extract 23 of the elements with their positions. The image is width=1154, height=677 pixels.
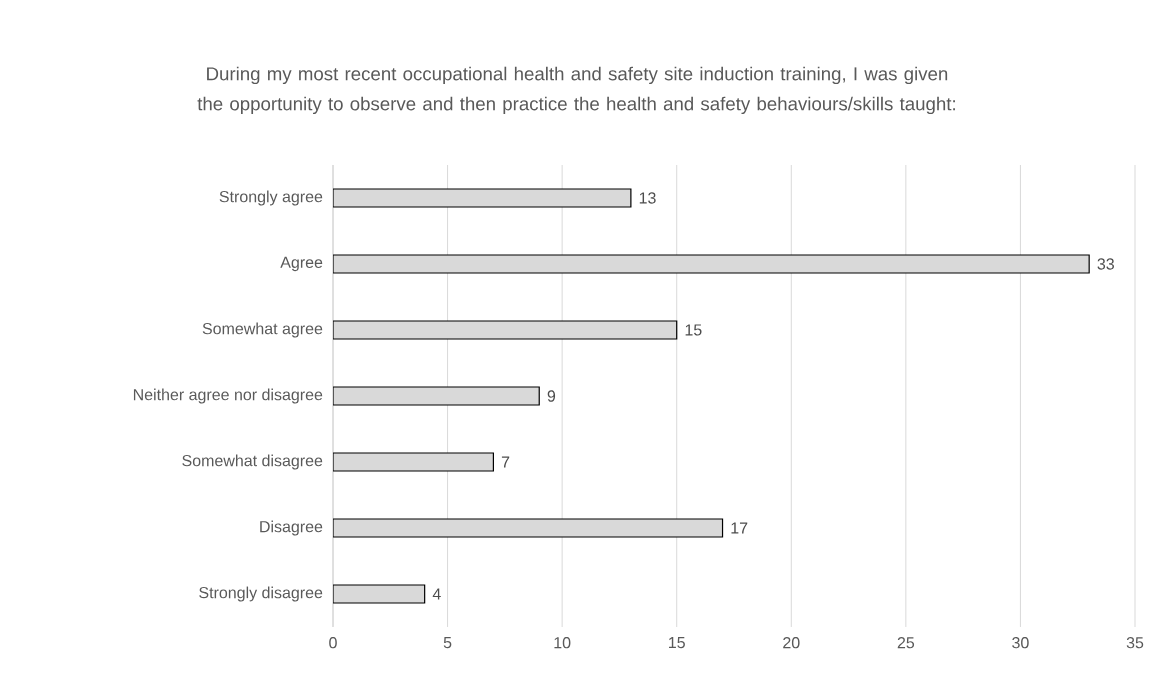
data-label: 15 [685,324,702,336]
x-tick-label: 0 [329,637,337,649]
data-label: 7 [501,456,510,468]
data-label: 33 [1097,258,1114,270]
y-tick-label: Somewhat agree [202,322,323,338]
y-tick-label: Neither agree nor disagree [133,388,323,404]
y-tick-label: Strongly disagree [199,586,323,602]
chart-title: During my most recent occupational health and safety site induction training, I was given the opportunity to observe and then practice the health and safety behaviours/skills taught: [197,66,955,115]
x-tick-label: 20 [783,637,800,649]
x-tick-label: 35 [1126,637,1144,649]
data-label: 13 [639,192,656,204]
data-label: 4 [432,588,441,600]
y-tick-label: Agree [280,256,323,272]
x-tick-label: 25 [897,637,915,649]
y-tick-label: Strongly agree [219,190,323,206]
data-label: 9 [547,390,556,402]
x-tick-label: 5 [443,637,452,649]
x-tick-label: 15 [669,637,685,649]
x-tick-label: 10 [554,637,571,649]
data-label: 17 [731,522,748,534]
y-tick-label: Disagree [260,520,323,536]
y-tick-label: Somewhat disagree [182,454,323,470]
x-tick-label: 30 [1012,637,1029,649]
